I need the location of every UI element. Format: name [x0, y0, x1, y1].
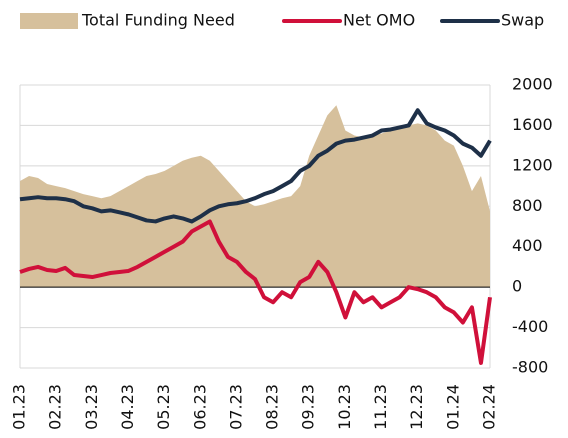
legend-swatch: [20, 13, 78, 29]
y-tick-label: -400: [512, 317, 548, 336]
y-tick-label: 1600: [512, 115, 553, 134]
x-tick-label: 02.24: [480, 384, 499, 430]
x-tick-label: 10.23: [335, 384, 354, 430]
y-tick-label: 800: [512, 196, 543, 215]
x-tick-label: 09.23: [299, 384, 318, 430]
x-tick-label: 07.23: [226, 384, 245, 430]
legend-label: Swap: [501, 11, 544, 30]
x-tick-label: 02.23: [46, 384, 65, 430]
x-tick-label: 11.23: [371, 384, 390, 430]
x-tick-label: 12.23: [407, 384, 426, 430]
y-tick-label: 1200: [512, 155, 553, 174]
x-tick-label: 01.24: [443, 384, 462, 430]
legend-label: Total Funding Need: [81, 11, 235, 30]
x-tick-label: 01.23: [10, 384, 29, 430]
line: [19, 108, 492, 224]
x-tick-label: 05.23: [154, 384, 173, 430]
y-tick-label: 400: [512, 236, 543, 255]
area: [20, 105, 490, 288]
x-tick-label: 06.23: [190, 384, 209, 430]
line: [19, 219, 492, 365]
y-tick-label: 2000: [512, 75, 553, 94]
x-tick-label: 04.23: [118, 384, 137, 430]
y-tick-label: 0: [512, 277, 522, 296]
y-tick-label: -800: [512, 358, 548, 377]
x-tick-label: 03.23: [82, 384, 101, 430]
legend-label: Net OMO: [343, 11, 415, 30]
x-tick-label: 08.23: [263, 384, 282, 430]
